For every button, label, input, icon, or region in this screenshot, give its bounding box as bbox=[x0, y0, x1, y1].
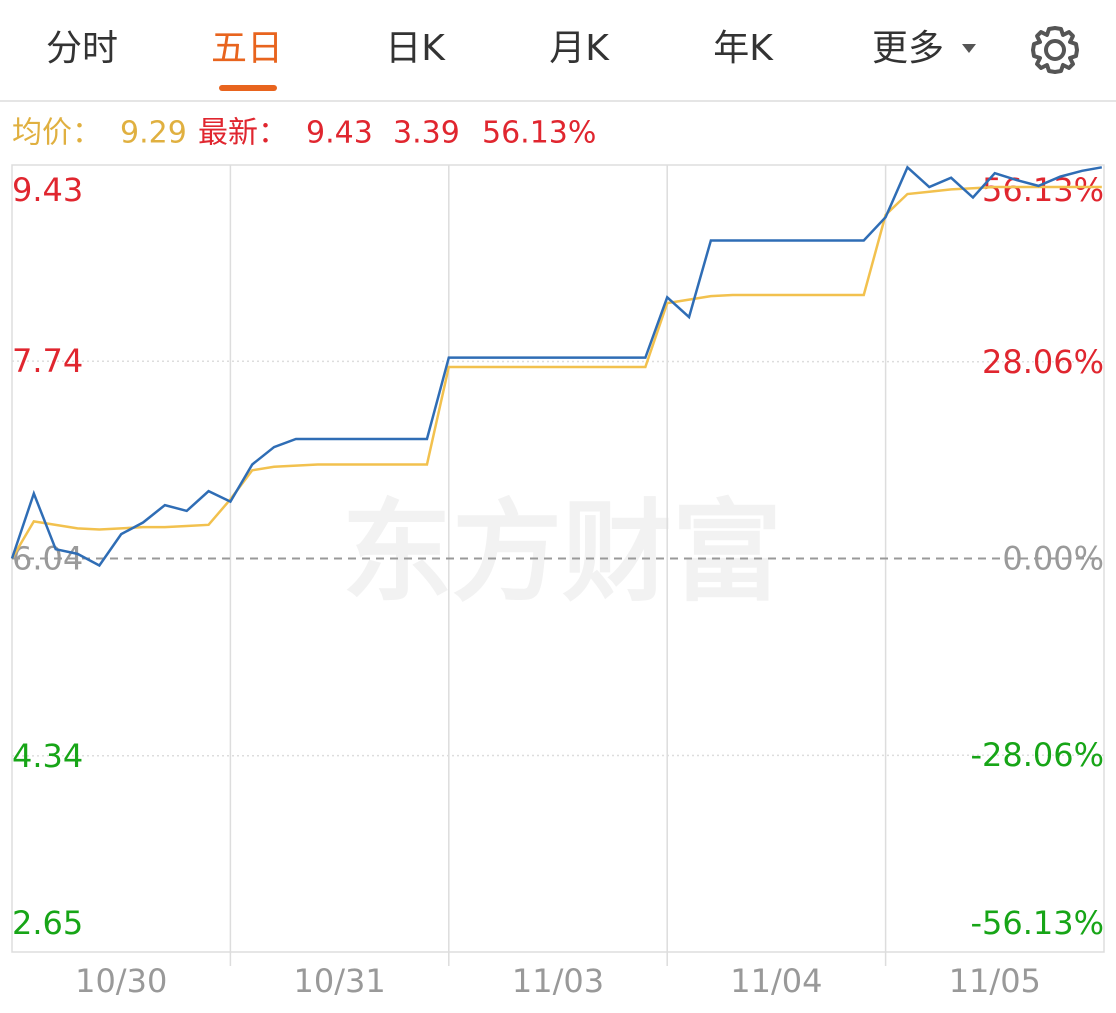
y-tick-label: 2.65 bbox=[12, 904, 83, 942]
y-tick-label: 7.74 bbox=[12, 342, 83, 380]
tab[interactable]: 日K bbox=[385, 28, 446, 69]
x-tick-label: 10/30 bbox=[75, 962, 167, 1000]
tab[interactable]: 更多 bbox=[872, 28, 944, 69]
y2-tick-label: 0.00% bbox=[1002, 540, 1104, 578]
change-value: 3.39 bbox=[393, 116, 460, 151]
y-tick-label: 6.04 bbox=[12, 540, 83, 578]
y2-tick-label: 56.13% bbox=[982, 171, 1104, 209]
tab-bar: 分时 五日 日K 月K 年K 更多 bbox=[46, 26, 1079, 91]
y-tick-label: 4.34 bbox=[12, 737, 83, 775]
watermark: 东方财富 bbox=[342, 488, 782, 616]
tab[interactable]: 月K bbox=[549, 28, 610, 69]
y2-tick-label: 28.06% bbox=[982, 343, 1104, 381]
change-pct: 56.13% bbox=[482, 116, 596, 151]
latest-label: 最新： bbox=[198, 116, 288, 151]
tab[interactable]: 分时 bbox=[46, 28, 118, 69]
plot: 9.43 56.13% 7.74 28.06% 6.04 0.00% 4.34 -28.06%… bbox=[10, 164, 1105, 1000]
grid-line bbox=[11, 360, 1105, 363]
grid-line bbox=[11, 754, 1105, 757]
x-tick-label: 11/04 bbox=[730, 962, 822, 1000]
y-tick-label: 9.43 bbox=[12, 171, 83, 209]
avg-value: 9.29 bbox=[120, 116, 187, 151]
y2-tick-label: -56.13% bbox=[970, 904, 1104, 942]
settings-icon[interactable] bbox=[1031, 26, 1079, 74]
series-line bbox=[10, 185, 1102, 560]
tab[interactable]: 年K bbox=[713, 28, 774, 69]
series-line bbox=[10, 165, 1103, 568]
dropdown-arrow bbox=[962, 44, 976, 53]
tab-active[interactable]: 五日 bbox=[211, 28, 283, 69]
latest-value: 9.43 bbox=[306, 116, 373, 151]
x-tick-label: 11/05 bbox=[949, 962, 1041, 1000]
x-tick-label: 10/31 bbox=[293, 962, 385, 1000]
x-tick-label: 11/03 bbox=[512, 962, 604, 1000]
avg-label: 均价： bbox=[12, 116, 102, 151]
y2-tick-label: -28.06% bbox=[970, 736, 1104, 774]
info-bar: 均价： 9.29 最新： 9.43 3.39 56.13% bbox=[12, 116, 596, 151]
tab-underline bbox=[219, 85, 277, 91]
